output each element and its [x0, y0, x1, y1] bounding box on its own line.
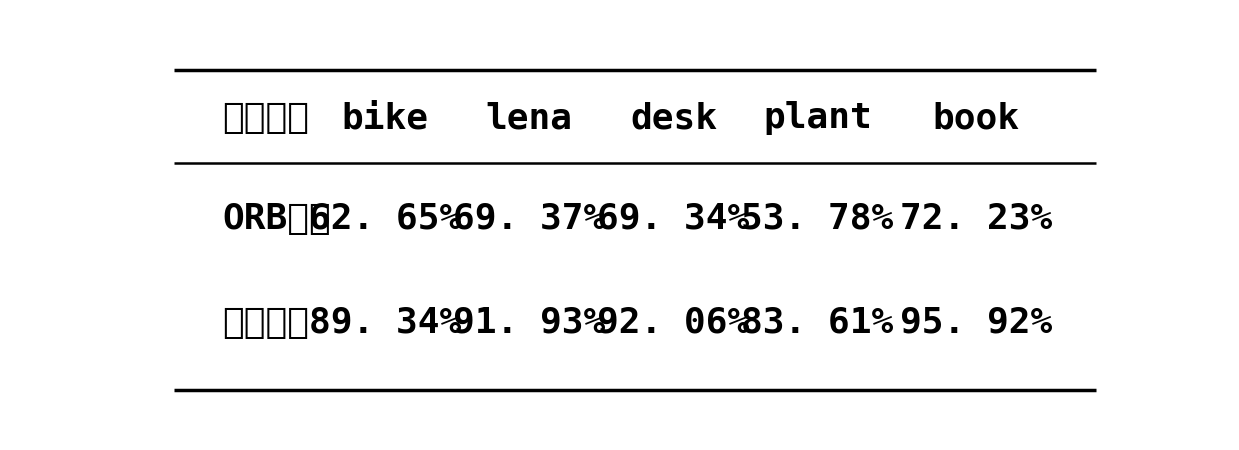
Text: 69. 34%: 69. 34% — [597, 202, 750, 236]
Text: ORB算法: ORB算法 — [222, 202, 331, 236]
Text: 72. 23%: 72. 23% — [900, 202, 1052, 236]
Text: lena: lena — [486, 101, 572, 135]
Text: 91. 93%: 91. 93% — [453, 306, 606, 340]
Text: 95. 92%: 95. 92% — [900, 306, 1052, 340]
Text: 62. 65%: 62. 65% — [310, 202, 461, 236]
Text: book: book — [933, 101, 1020, 135]
Text: bike: bike — [342, 101, 429, 135]
Text: 69. 37%: 69. 37% — [453, 202, 606, 236]
Text: 89. 34%: 89. 34% — [310, 306, 461, 340]
Text: 92. 06%: 92. 06% — [597, 306, 750, 340]
Text: 改进算法: 改进算法 — [222, 306, 309, 340]
Text: 53. 78%: 53. 78% — [741, 202, 893, 236]
Text: desk: desk — [629, 101, 717, 135]
Text: 图像类别: 图像类别 — [222, 101, 309, 135]
Text: plant: plant — [763, 101, 872, 135]
Text: 83. 61%: 83. 61% — [741, 306, 893, 340]
